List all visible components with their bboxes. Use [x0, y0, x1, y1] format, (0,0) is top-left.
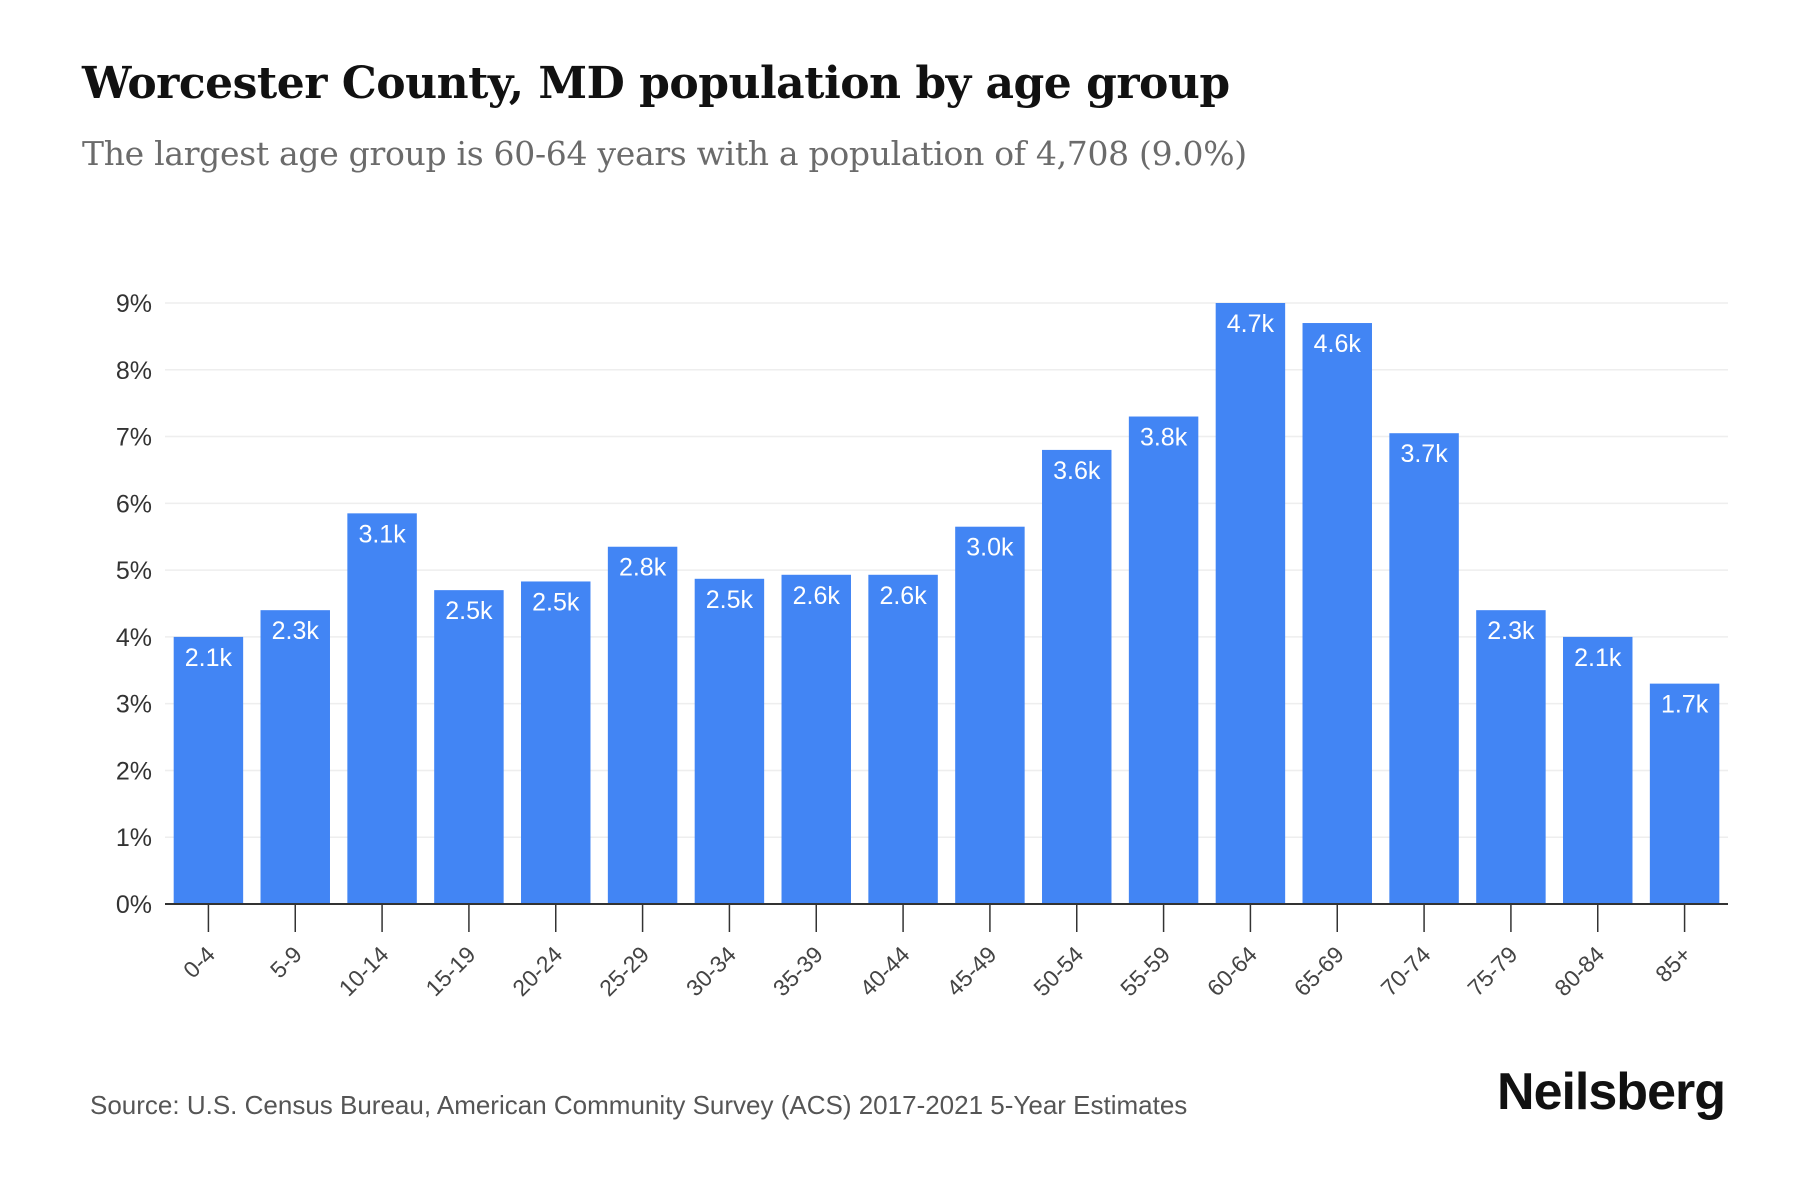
y-tick-label: 7%: [116, 424, 152, 452]
data-label: 4.6k: [1314, 330, 1362, 358]
data-label: 2.3k: [1487, 617, 1535, 645]
bar: [521, 581, 591, 904]
data-label: 3.0k: [966, 534, 1014, 562]
y-tick-label: 4%: [116, 624, 152, 652]
x-tick-label: 60-64: [1202, 941, 1262, 1001]
y-tick-label: 8%: [116, 357, 152, 385]
y-tick-label: 6%: [116, 490, 152, 518]
x-tick-label: 0-4: [178, 941, 220, 983]
chart-title: Worcester County, MD population by age g…: [82, 58, 1230, 109]
bar: [173, 636, 244, 904]
data-label: 2.5k: [706, 586, 754, 614]
data-label: 3.8k: [1140, 424, 1188, 452]
bar: [868, 574, 938, 904]
data-label: 3.1k: [358, 520, 406, 548]
x-tick-label: 15-19: [420, 941, 480, 1001]
bar: [694, 578, 765, 904]
source-note: Source: U.S. Census Bureau, American Com…: [90, 1090, 1188, 1120]
y-tick-label: 9%: [116, 290, 152, 318]
bar: [1128, 416, 1199, 904]
x-tick-label: 25-29: [594, 941, 654, 1001]
brand-logo: Neilsberg: [1497, 1063, 1726, 1121]
bar: [607, 546, 678, 904]
data-label: 2.5k: [445, 597, 493, 625]
x-tick-label: 30-34: [681, 941, 741, 1001]
y-tick-label: 1%: [116, 824, 152, 852]
y-tick-label: 5%: [116, 557, 152, 585]
x-tick-label: 85+: [1650, 941, 1696, 987]
x-tick-label: 75-79: [1462, 941, 1522, 1001]
bar: [1389, 433, 1459, 904]
x-tick-label: 10-14: [334, 941, 394, 1001]
bar: [1563, 636, 1633, 904]
data-label: 3.6k: [1053, 457, 1101, 485]
chart-subtitle: The largest age group is 60-64 years wit…: [82, 134, 1247, 173]
x-tick-label: 35-39: [768, 941, 828, 1001]
x-tick-label: 55-59: [1115, 941, 1175, 1001]
bar: [1042, 449, 1112, 904]
data-label: 2.1k: [1574, 644, 1622, 672]
bar: [434, 590, 504, 904]
data-label: 1.7k: [1661, 691, 1709, 719]
data-label: 2.1k: [185, 644, 233, 672]
bar: [347, 513, 417, 904]
data-label: 2.5k: [532, 588, 580, 616]
y-tick-label: 2%: [116, 757, 152, 785]
x-tick-label: 20-24: [507, 941, 567, 1001]
bar: [1476, 610, 1546, 904]
data-label: 3.7k: [1400, 440, 1448, 468]
x-tick-label: 45-49: [941, 941, 1001, 1001]
x-tick-label: 40-44: [855, 941, 915, 1001]
bar: [1649, 683, 1720, 904]
bar: [260, 610, 330, 904]
bar: [1215, 303, 1286, 904]
x-tick-label: 50-54: [1028, 941, 1088, 1001]
bar: [955, 526, 1025, 904]
y-tick-label: 0%: [116, 891, 152, 919]
data-label: 2.8k: [619, 554, 667, 582]
x-tick-label: 70-74: [1376, 941, 1436, 1001]
x-tick-label: 80-84: [1549, 941, 1609, 1001]
x-tick-label: 5-9: [265, 941, 307, 983]
data-label: 2.6k: [879, 582, 927, 610]
bar: [781, 574, 851, 904]
bar: [1302, 323, 1372, 904]
data-label: 2.6k: [793, 582, 841, 610]
data-label: 4.7k: [1227, 310, 1275, 338]
data-label: 2.3k: [272, 617, 320, 645]
y-tick-label: 3%: [116, 691, 152, 719]
x-tick-label: 65-69: [1289, 941, 1349, 1001]
